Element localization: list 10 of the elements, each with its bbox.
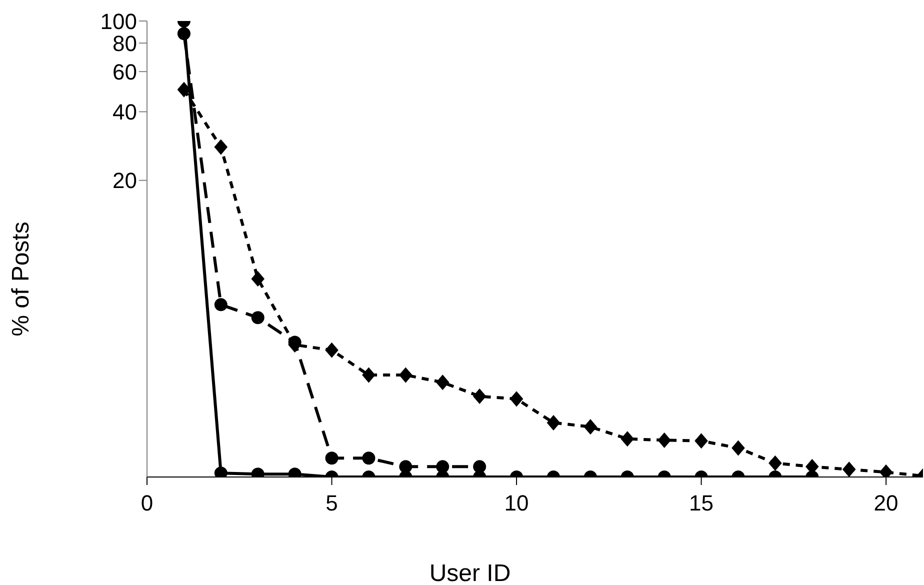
x-tick-label: 0 xyxy=(140,490,154,516)
x-tick-label: 5 xyxy=(326,490,338,516)
y-tick-label: 40 xyxy=(112,100,137,125)
y-axis-title: % of Posts xyxy=(8,222,35,336)
x-tick-label: 15 xyxy=(689,490,714,516)
x-tick-label: 10 xyxy=(504,490,529,516)
y-tick-label: 20 xyxy=(112,168,137,194)
x-axis-title: User ID xyxy=(429,560,511,585)
x-tick-label: 20 xyxy=(874,490,898,516)
y-tick-label: 60 xyxy=(112,59,137,84)
